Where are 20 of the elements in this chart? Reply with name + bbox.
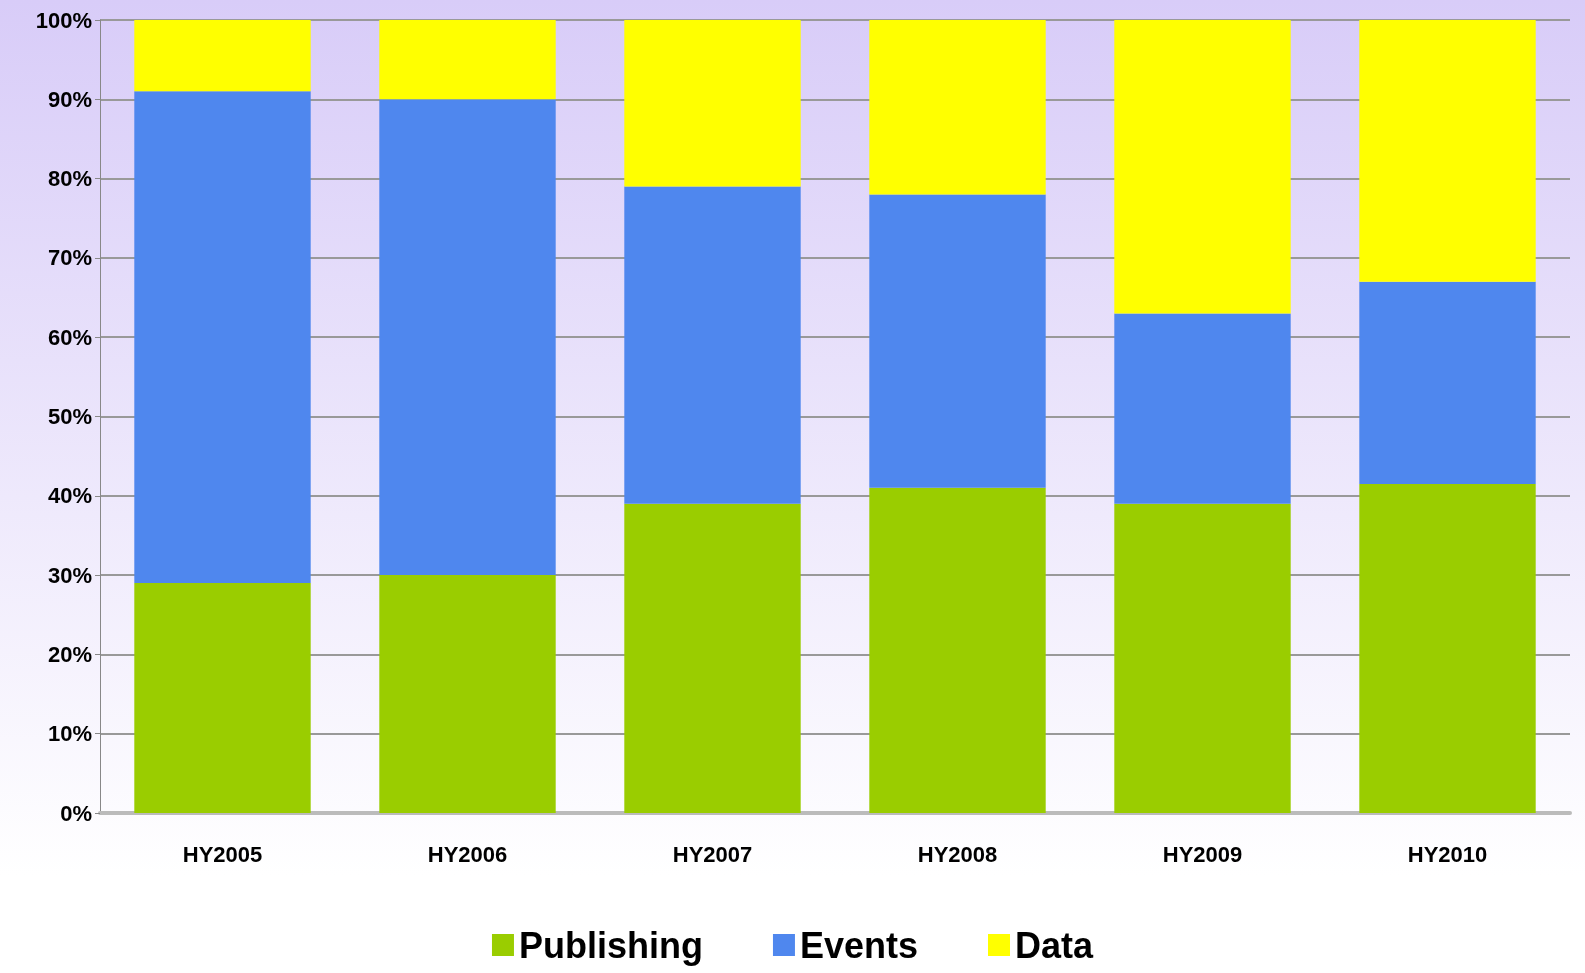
y-tick-label: 70% — [47, 245, 92, 271]
y-tick-label: 60% — [47, 324, 92, 350]
x-tick-label: HY2008 — [917, 841, 998, 867]
y-tick-label: 20% — [47, 641, 92, 667]
x-tick-label: HY2007 — [672, 841, 753, 867]
y-tick-label: 100% — [35, 7, 92, 33]
x-tick-label: HY2010 — [1407, 841, 1488, 867]
y-tick-label: 50% — [47, 404, 92, 429]
y-tick-label: 10% — [47, 721, 92, 747]
x-tick-label: HY2009 — [1162, 841, 1243, 867]
legend-label: Publishing — [518, 924, 703, 966]
legend-label: Events — [799, 924, 919, 966]
y-tick-label: 30% — [47, 562, 92, 588]
x-tick-label: HY2006 — [427, 841, 508, 867]
y-tick-label: 0% — [60, 800, 92, 826]
y-tick-label: 80% — [47, 166, 92, 192]
y-tick-label: 90% — [47, 86, 92, 112]
x-tick-label: HY2005 — [182, 841, 263, 867]
legend-label: Data — [1015, 924, 1095, 966]
y-tick-label: 40% — [47, 483, 92, 509]
